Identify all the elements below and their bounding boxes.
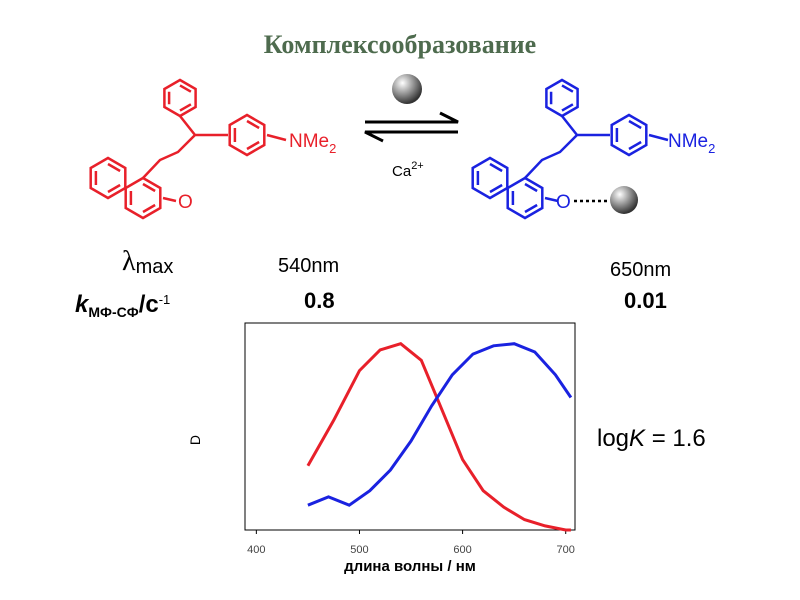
ion: Ca [392, 163, 412, 180]
reagent-label: Ca2+ [392, 160, 424, 180]
y-axis-label: D [187, 435, 203, 445]
ring [89, 156, 127, 200]
rate-label: kМФ-СФ/c-1 [75, 291, 170, 320]
rate-value: 0.01 [624, 288, 667, 313]
molecules [89, 78, 669, 220]
ring-bond [167, 84, 192, 112]
chain [524, 115, 669, 203]
wavelength: 540nm [278, 255, 339, 277]
x-tick-label: 600 [453, 544, 471, 556]
reverse-arrow [364, 130, 458, 143]
ring-bond [511, 182, 538, 214]
chain [142, 115, 287, 203]
oxygen-label: O [556, 192, 571, 213]
subscript: МФ-СФ [88, 304, 138, 320]
ring-bond [549, 84, 574, 112]
subscript: max [136, 256, 174, 278]
wavelength: 650nm [610, 259, 671, 281]
ring-bond [129, 182, 156, 214]
rest: = 1.6 [645, 425, 706, 452]
ring-bond [233, 119, 260, 151]
forward-arrow [365, 111, 459, 124]
ring [471, 156, 509, 200]
ring-bond [94, 162, 121, 194]
ring-bond [615, 119, 642, 151]
slide-title: Комплексообразование [264, 30, 536, 59]
lambda-label: λmax [122, 246, 173, 278]
x-tick-label: 400 [247, 544, 265, 556]
unit: /c [139, 291, 159, 318]
plot-frame [244, 322, 576, 531]
symbol: K [629, 425, 646, 452]
amine-label: NMe2 [668, 131, 715, 156]
ring [610, 113, 648, 157]
metal-ion [392, 74, 422, 104]
ring-bond [476, 162, 503, 194]
amine: NMe [668, 131, 708, 152]
spectrum-line [306, 342, 571, 532]
x-axis-label: длина волны / нм [344, 558, 476, 575]
chart: длина волны / нм D 400 500 600 700 [187, 322, 576, 575]
oxygen-label: O [178, 192, 193, 213]
symbol: k [75, 291, 90, 318]
binding-constant: logK = 1.6 [597, 425, 706, 452]
ring [506, 176, 544, 220]
metal-ion [610, 186, 638, 214]
ring [228, 113, 266, 157]
amine-label: NMe2 [289, 131, 336, 156]
spectrum-line [307, 342, 573, 507]
amine: NMe [289, 131, 329, 152]
superscript: -1 [159, 292, 171, 307]
prefix: log [597, 425, 629, 452]
x-tick-label: 700 [557, 544, 575, 556]
charge: 2+ [411, 160, 424, 172]
symbol: λ [122, 246, 136, 277]
subscript: 2 [708, 141, 715, 156]
rate-value: 0.8 [304, 288, 335, 313]
subscript: 2 [329, 141, 336, 156]
x-tick-label: 500 [350, 544, 368, 556]
ring [124, 176, 162, 220]
